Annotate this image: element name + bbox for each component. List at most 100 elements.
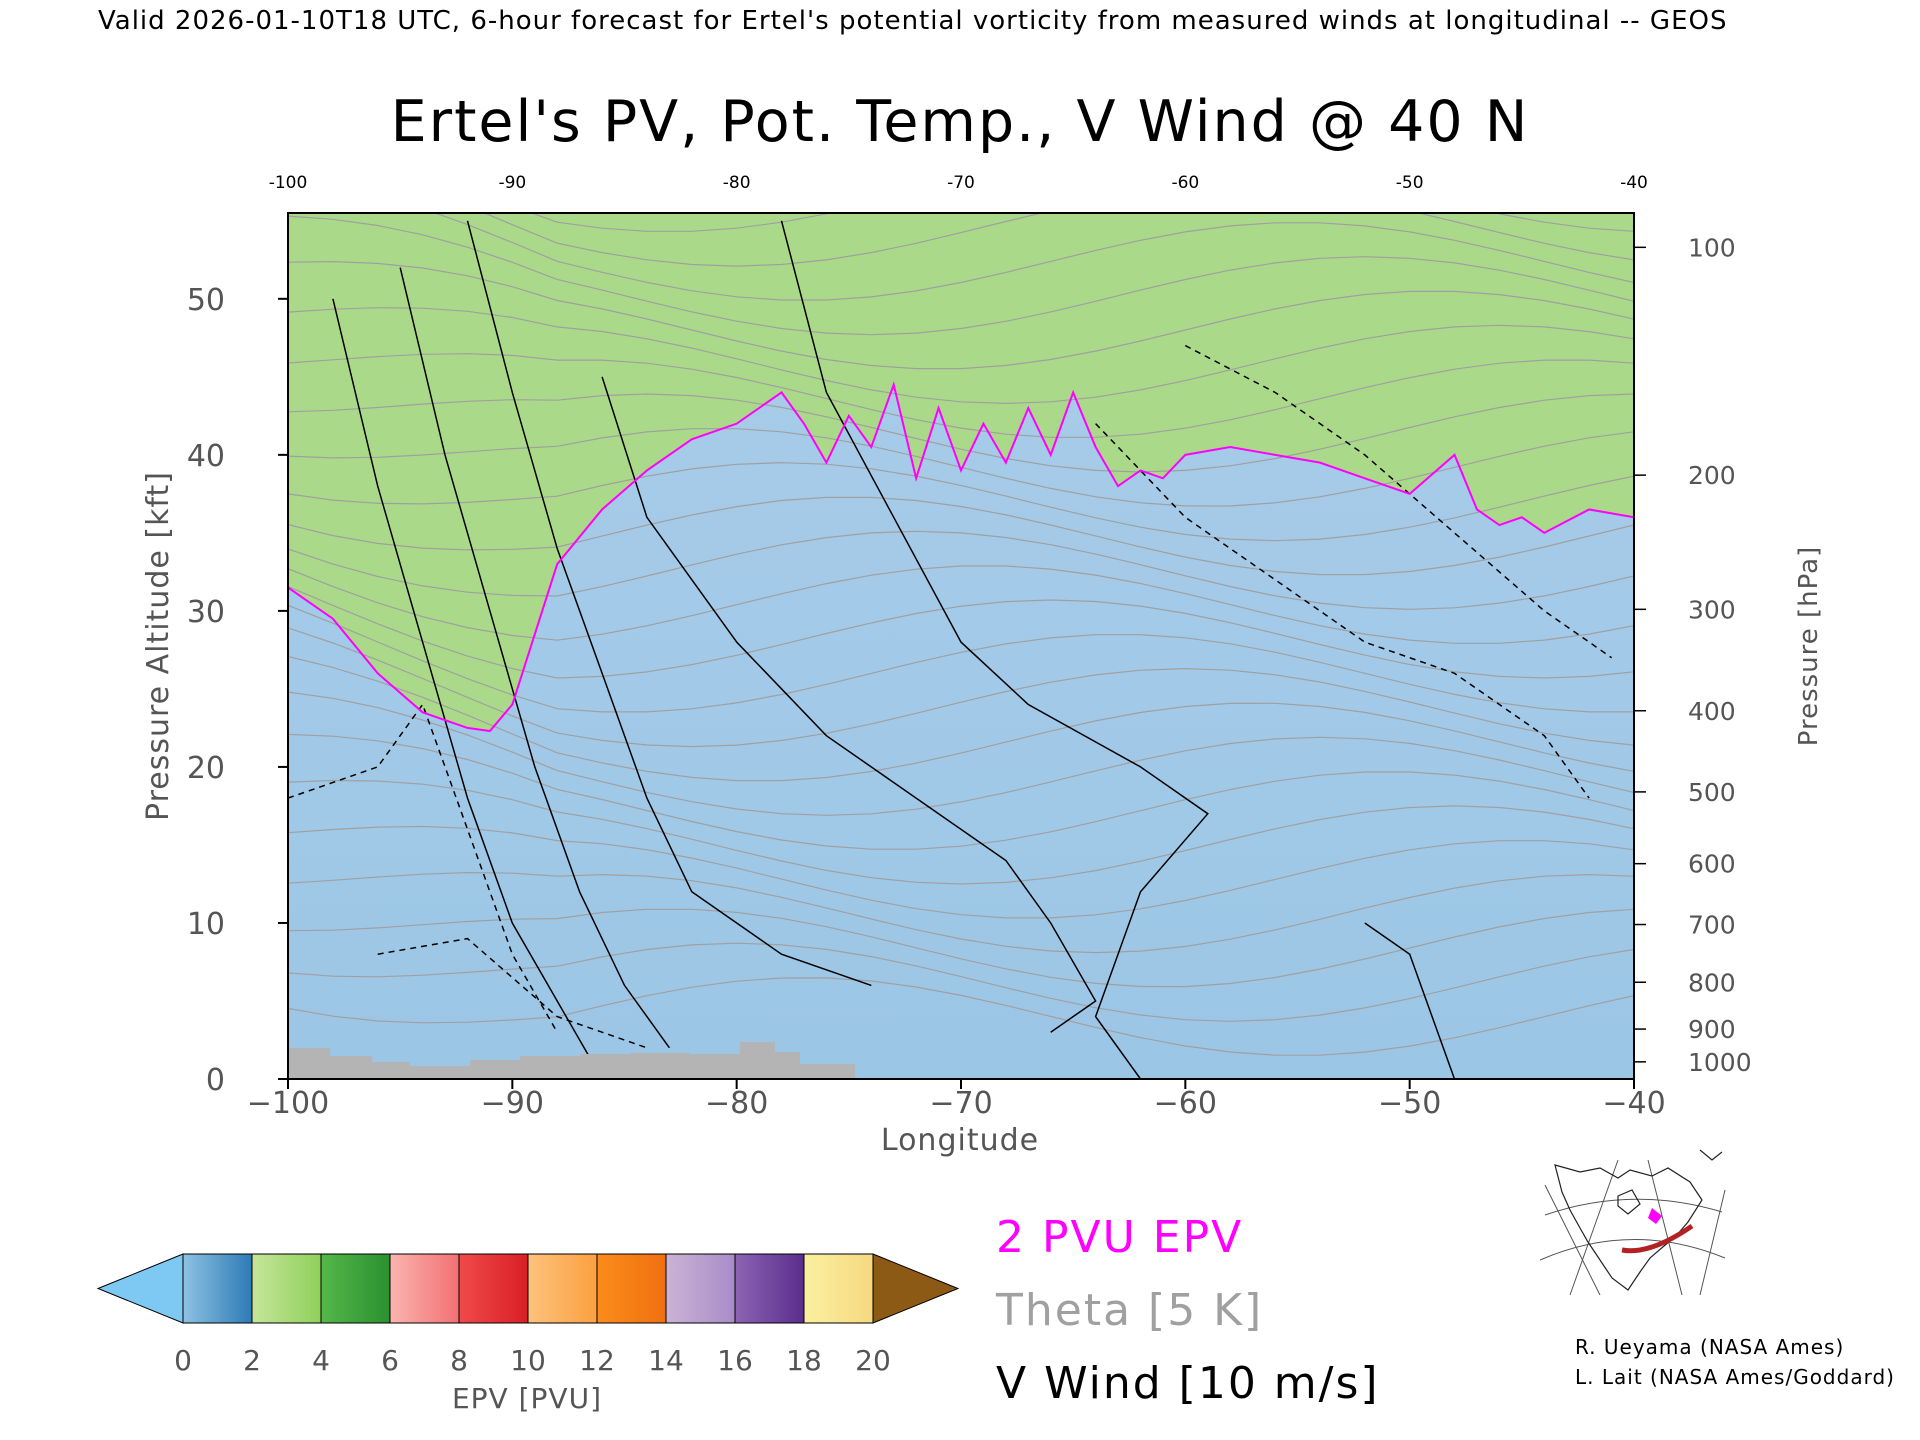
pressure-tick-label: 300 [1688, 595, 1736, 624]
pressure-tick-label: 600 [1688, 850, 1736, 879]
pressure-tick-label: 1000 [1688, 1048, 1752, 1077]
two-pvu-contour [288, 381, 1634, 733]
theta-contour [288, 825, 1634, 919]
x-top-tick-label: -100 [269, 173, 308, 193]
x-top-tick-label: -40 [1620, 173, 1648, 193]
colorbar-tick-label: 18 [786, 1344, 822, 1377]
x-tick-label: −40 [1602, 1086, 1665, 1121]
colorbar-tick-label: 10 [510, 1344, 546, 1377]
theta-contour [288, 627, 1634, 748]
wind-contour [288, 702, 558, 1033]
colorbar-segment [320, 1253, 391, 1324]
colorbar-tick-label: 20 [855, 1344, 891, 1377]
theta-contour [288, 260, 1634, 370]
wind-contour [1364, 922, 1456, 1079]
wind-contour [1184, 344, 1613, 659]
pressure-tick-label: 500 [1688, 778, 1736, 807]
colorbar-segment [527, 1253, 598, 1324]
pressure-tick-label: 200 [1688, 461, 1736, 490]
theta-contour [288, 942, 1634, 1022]
colorbar-segment [182, 1253, 253, 1324]
theta-contour [483, 213, 1634, 267]
colorbar-ticks: 0 2 4 6 8 10 12 14 16 18 20 [174, 1344, 891, 1377]
theta-contour [288, 691, 1634, 816]
theta-contours [288, 213, 1634, 1056]
theta-contour [288, 307, 1634, 405]
locator-map [1535, 1148, 1730, 1298]
legend-wind: V Wind [10 m/s] [996, 1358, 1380, 1409]
theta-contour [288, 215, 1634, 336]
x-axis-bottom: −100 −90 −80 −70 −60 −50 −40 [247, 1079, 1666, 1121]
map-marker [1648, 1208, 1662, 1224]
cross-section-track [1621, 1223, 1694, 1254]
theta-contour [288, 604, 1634, 713]
colorbar-tick-label: 6 [381, 1344, 399, 1377]
y-axis-right: 1000 900 800 700 600 500 400 300 200 100 [1634, 233, 1752, 1077]
x-top-tick-label: -70 [947, 173, 975, 193]
credit-line-1: R. Ueyama (NASA Ames) [1575, 1335, 1844, 1359]
epv-band-0 [288, 213, 1634, 732]
wind-contour [601, 376, 1097, 1033]
theta-contour [433, 213, 1634, 301]
v-wind-contours [288, 220, 1613, 1079]
colorbar-over-arrow [872, 1253, 960, 1324]
legend-epv: 2 PVU EPV [996, 1212, 1243, 1263]
x-tick-label: −50 [1378, 1086, 1441, 1121]
y-tick-label: 0 [206, 1063, 225, 1098]
theta-contour [288, 908, 1634, 988]
y-tick-label: 50 [187, 283, 225, 318]
x-top-tick-label: -90 [498, 173, 526, 193]
wind-contour [780, 220, 1209, 1079]
wind-contour [377, 937, 648, 1049]
wind-contour [399, 267, 671, 1049]
theta-contour [288, 393, 1634, 473]
theta-contour [288, 779, 1634, 885]
chart-title: Ertel's PV, Pot. Temp., V Wind @ 40 N [391, 89, 1530, 155]
colorbar-tick-label: 4 [312, 1344, 330, 1377]
valid-time-header: Valid 2026-01-10T18 UTC, 6-hour forecast… [98, 6, 1727, 36]
colorbar-segment [665, 1253, 736, 1324]
x-tick-label: −80 [705, 1086, 768, 1121]
y-tick-label: 20 [187, 751, 225, 786]
theta-contour [288, 871, 1634, 954]
theta-contour [288, 655, 1634, 782]
theta-contour [288, 565, 1634, 644]
x-tick-label: −60 [1154, 1086, 1217, 1121]
theta-contour [288, 530, 1634, 610]
pressure-tick-label: 400 [1688, 697, 1736, 726]
theta-contour [288, 585, 1634, 679]
colorbar-segment [803, 1253, 874, 1324]
y-axis-left: 0 10 20 30 40 50 [187, 283, 288, 1098]
colorbar-segment [251, 1253, 322, 1324]
colorbar-segment [389, 1253, 460, 1324]
theta-contour [288, 496, 1634, 576]
colorbar-tick-label: 0 [174, 1344, 192, 1377]
colorbar-tick-label: 16 [717, 1344, 753, 1377]
x-tick-label: −100 [247, 1086, 329, 1121]
terrain [288, 1042, 855, 1079]
pressure-tick-label: 800 [1688, 968, 1736, 997]
legend-theta: Theta [5 K] [995, 1285, 1263, 1336]
colorbar-segment [734, 1253, 805, 1324]
colorbar-tick-label: 12 [579, 1344, 615, 1377]
theta-contour [288, 353, 1634, 438]
y-tick-label: 10 [187, 907, 225, 942]
colorbar-tick-label: 2 [243, 1344, 261, 1377]
colorbar-segment [458, 1253, 529, 1324]
y-axis-right-label: Pressure [hPa] [1794, 546, 1824, 747]
theta-contour [288, 462, 1634, 542]
theta-contour [288, 733, 1634, 850]
x-tick-label: −70 [929, 1086, 992, 1121]
theta-contour [288, 428, 1634, 507]
wind-contour [332, 298, 603, 1079]
x-top-tick-label: -50 [1396, 173, 1424, 193]
colorbar-under-arrow [96, 1253, 184, 1324]
pressure-tick-label: 900 [1688, 1015, 1736, 1044]
y-tick-label: 40 [187, 439, 225, 474]
colorbar-tick-label: 14 [648, 1344, 684, 1377]
wind-contour [1095, 423, 1590, 799]
epv-field [288, 213, 1634, 732]
pressure-tick-label: 100 [1688, 233, 1736, 262]
map-graticule [1539, 1159, 1726, 1296]
